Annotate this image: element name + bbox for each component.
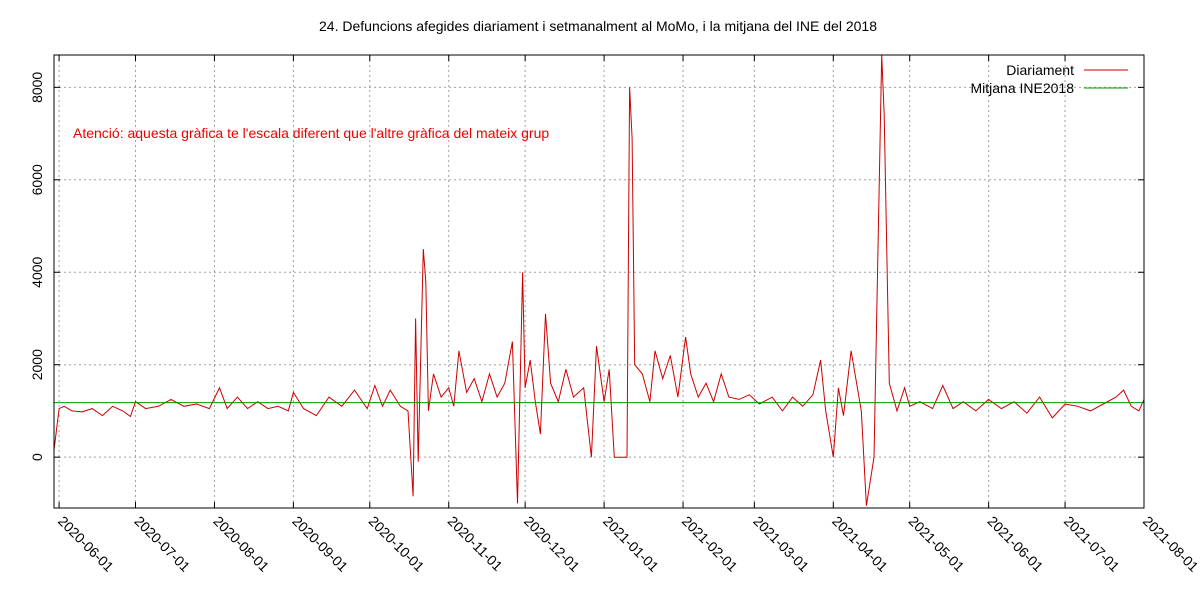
x-tick-label: 2021-08-01 [1140, 513, 1200, 575]
x-tick-label: 2021-01-01 [600, 513, 662, 575]
ticks [54, 55, 1145, 508]
x-tick-label: 2020-08-01 [210, 513, 272, 575]
x-tick-label: 2021-03-01 [750, 513, 812, 575]
x-tick-label: 2021-06-01 [985, 513, 1047, 575]
scale-warning-annotation: Atenció: aquesta gràfica te l'escala dif… [73, 125, 549, 141]
legend-label: Diariament [1006, 62, 1074, 78]
x-tick-label: 2020-12-01 [521, 513, 583, 575]
x-tick-label: 2020-07-01 [131, 513, 193, 575]
y-tick-label: 2000 [29, 349, 45, 380]
plot-border [53, 54, 1145, 509]
series-layer [54, 55, 1144, 506]
legend-label: Mitjana INE2018 [970, 80, 1074, 96]
grid [54, 55, 1145, 508]
y-tick-labels: 0 2000 4000 6000 8000 [29, 72, 45, 461]
legend: Diariament Mitjana INE2018 [970, 62, 1128, 96]
x-tick-label: 2021-05-01 [906, 513, 968, 575]
y-tick-label: 8000 [29, 72, 45, 103]
y-tick-label: 0 [29, 453, 45, 461]
x-tick-label: 2021-07-01 [1061, 513, 1123, 575]
x-tick-label: 2021-02-01 [679, 513, 741, 575]
x-tick-label: 2020-11-01 [445, 513, 506, 574]
x-tick-label: 2020-06-01 [55, 513, 117, 575]
series-line-diariament [54, 55, 1144, 506]
y-tick-label: 4000 [29, 256, 45, 287]
x-tick-label: 2020-10-01 [366, 513, 428, 575]
x-tick-labels: 2020-06-01 2020-07-01 2020-08-01 2020-09-01… [55, 513, 1200, 575]
x-tick-label: 2020-09-01 [289, 513, 351, 575]
chart-title: 24. Defuncions afegides diariament i set… [319, 18, 877, 34]
x-tick-label: 2021-04-01 [829, 513, 891, 575]
y-tick-label: 6000 [29, 164, 45, 195]
